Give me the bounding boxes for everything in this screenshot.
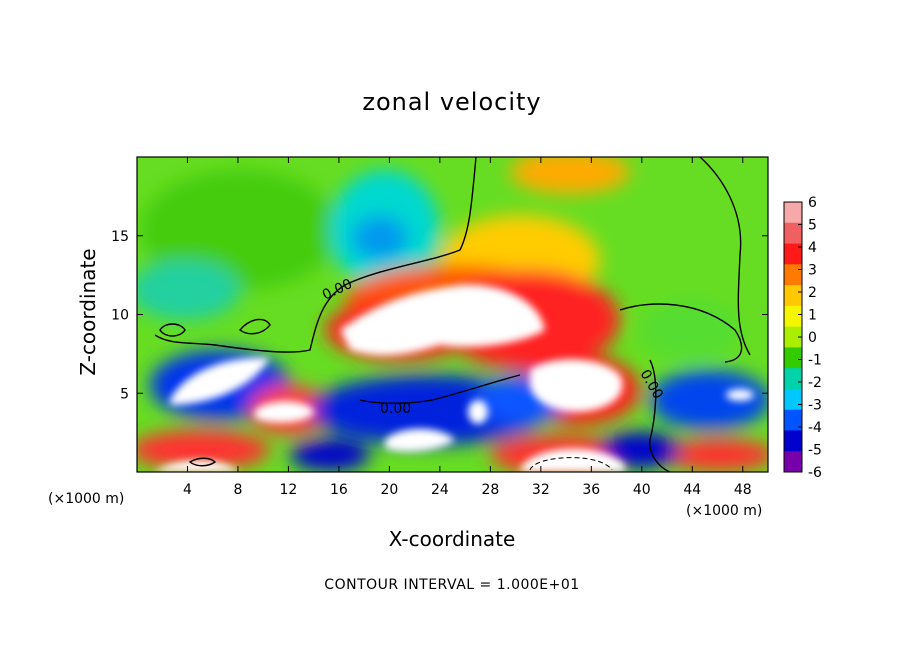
- y-tick-label: 15: [111, 229, 129, 245]
- x-tick-label: 16: [330, 482, 348, 498]
- colorbar-segment: [784, 368, 802, 390]
- x-tick-label: 48: [734, 482, 752, 498]
- contour-label: 0.00: [380, 401, 411, 417]
- colorbar-segment: [784, 285, 802, 307]
- x-unit-label: (×1000 m): [686, 503, 763, 519]
- colorbar-tick-label: 2: [808, 285, 817, 301]
- colorbar-tick-label: -2: [808, 375, 822, 391]
- colorbar-tick-label: -5: [808, 443, 822, 459]
- x-tick-label: 20: [380, 482, 398, 498]
- colorbar-tick-label: 3: [808, 263, 817, 279]
- colorbar-tick-label: 0: [808, 330, 817, 346]
- x-tick-label: 24: [431, 482, 449, 498]
- colorbar-tick-label: 6: [808, 195, 817, 211]
- x-tick-label: 8: [233, 482, 242, 498]
- heatmap-field: [137, 157, 768, 472]
- colorbar-segment: [784, 326, 802, 348]
- colorbar-tick-label: -1: [808, 353, 822, 369]
- colorbar-segment: [784, 388, 802, 411]
- colorbar-segment: [784, 264, 802, 286]
- colorbar-tick-label: -4: [808, 420, 822, 436]
- y-tick-label: 5: [120, 386, 129, 402]
- y-unit-label: (×1000 m): [48, 491, 125, 507]
- y-tick-label: 10: [111, 308, 129, 324]
- x-tick-label: 40: [633, 482, 651, 498]
- colorbar-tick-label: 4: [808, 240, 817, 256]
- colorbar-tick-label: -3: [808, 398, 822, 414]
- colorbar-tick-label: 1: [808, 308, 817, 324]
- colorbar-tick-label: -6: [808, 465, 822, 481]
- colorbar-segment: [784, 409, 802, 431]
- x-tick-label: 32: [532, 482, 550, 498]
- colorbar-segment: [784, 430, 802, 452]
- colorbar-tick-label: 5: [808, 218, 817, 234]
- x-axis-label: X-coordinate: [388, 527, 516, 551]
- x-tick-label: 36: [582, 482, 600, 498]
- x-tick-label: 12: [280, 482, 298, 498]
- colorbar-segment: [784, 451, 802, 473]
- colorbar-segment: [784, 202, 802, 224]
- colorbar-segment: [784, 347, 802, 369]
- x-tick-label: 4: [183, 482, 192, 498]
- colorbar-segment: [784, 222, 802, 245]
- x-tick-label: 44: [683, 482, 701, 498]
- contour-interval-note: CONTOUR INTERVAL = 1.000E+01: [324, 577, 580, 593]
- x-tick-label: 28: [481, 482, 499, 498]
- colorbar-segment: [784, 305, 802, 328]
- chart-title: zonal velocity: [362, 88, 542, 116]
- colorbar-segment: [784, 243, 802, 265]
